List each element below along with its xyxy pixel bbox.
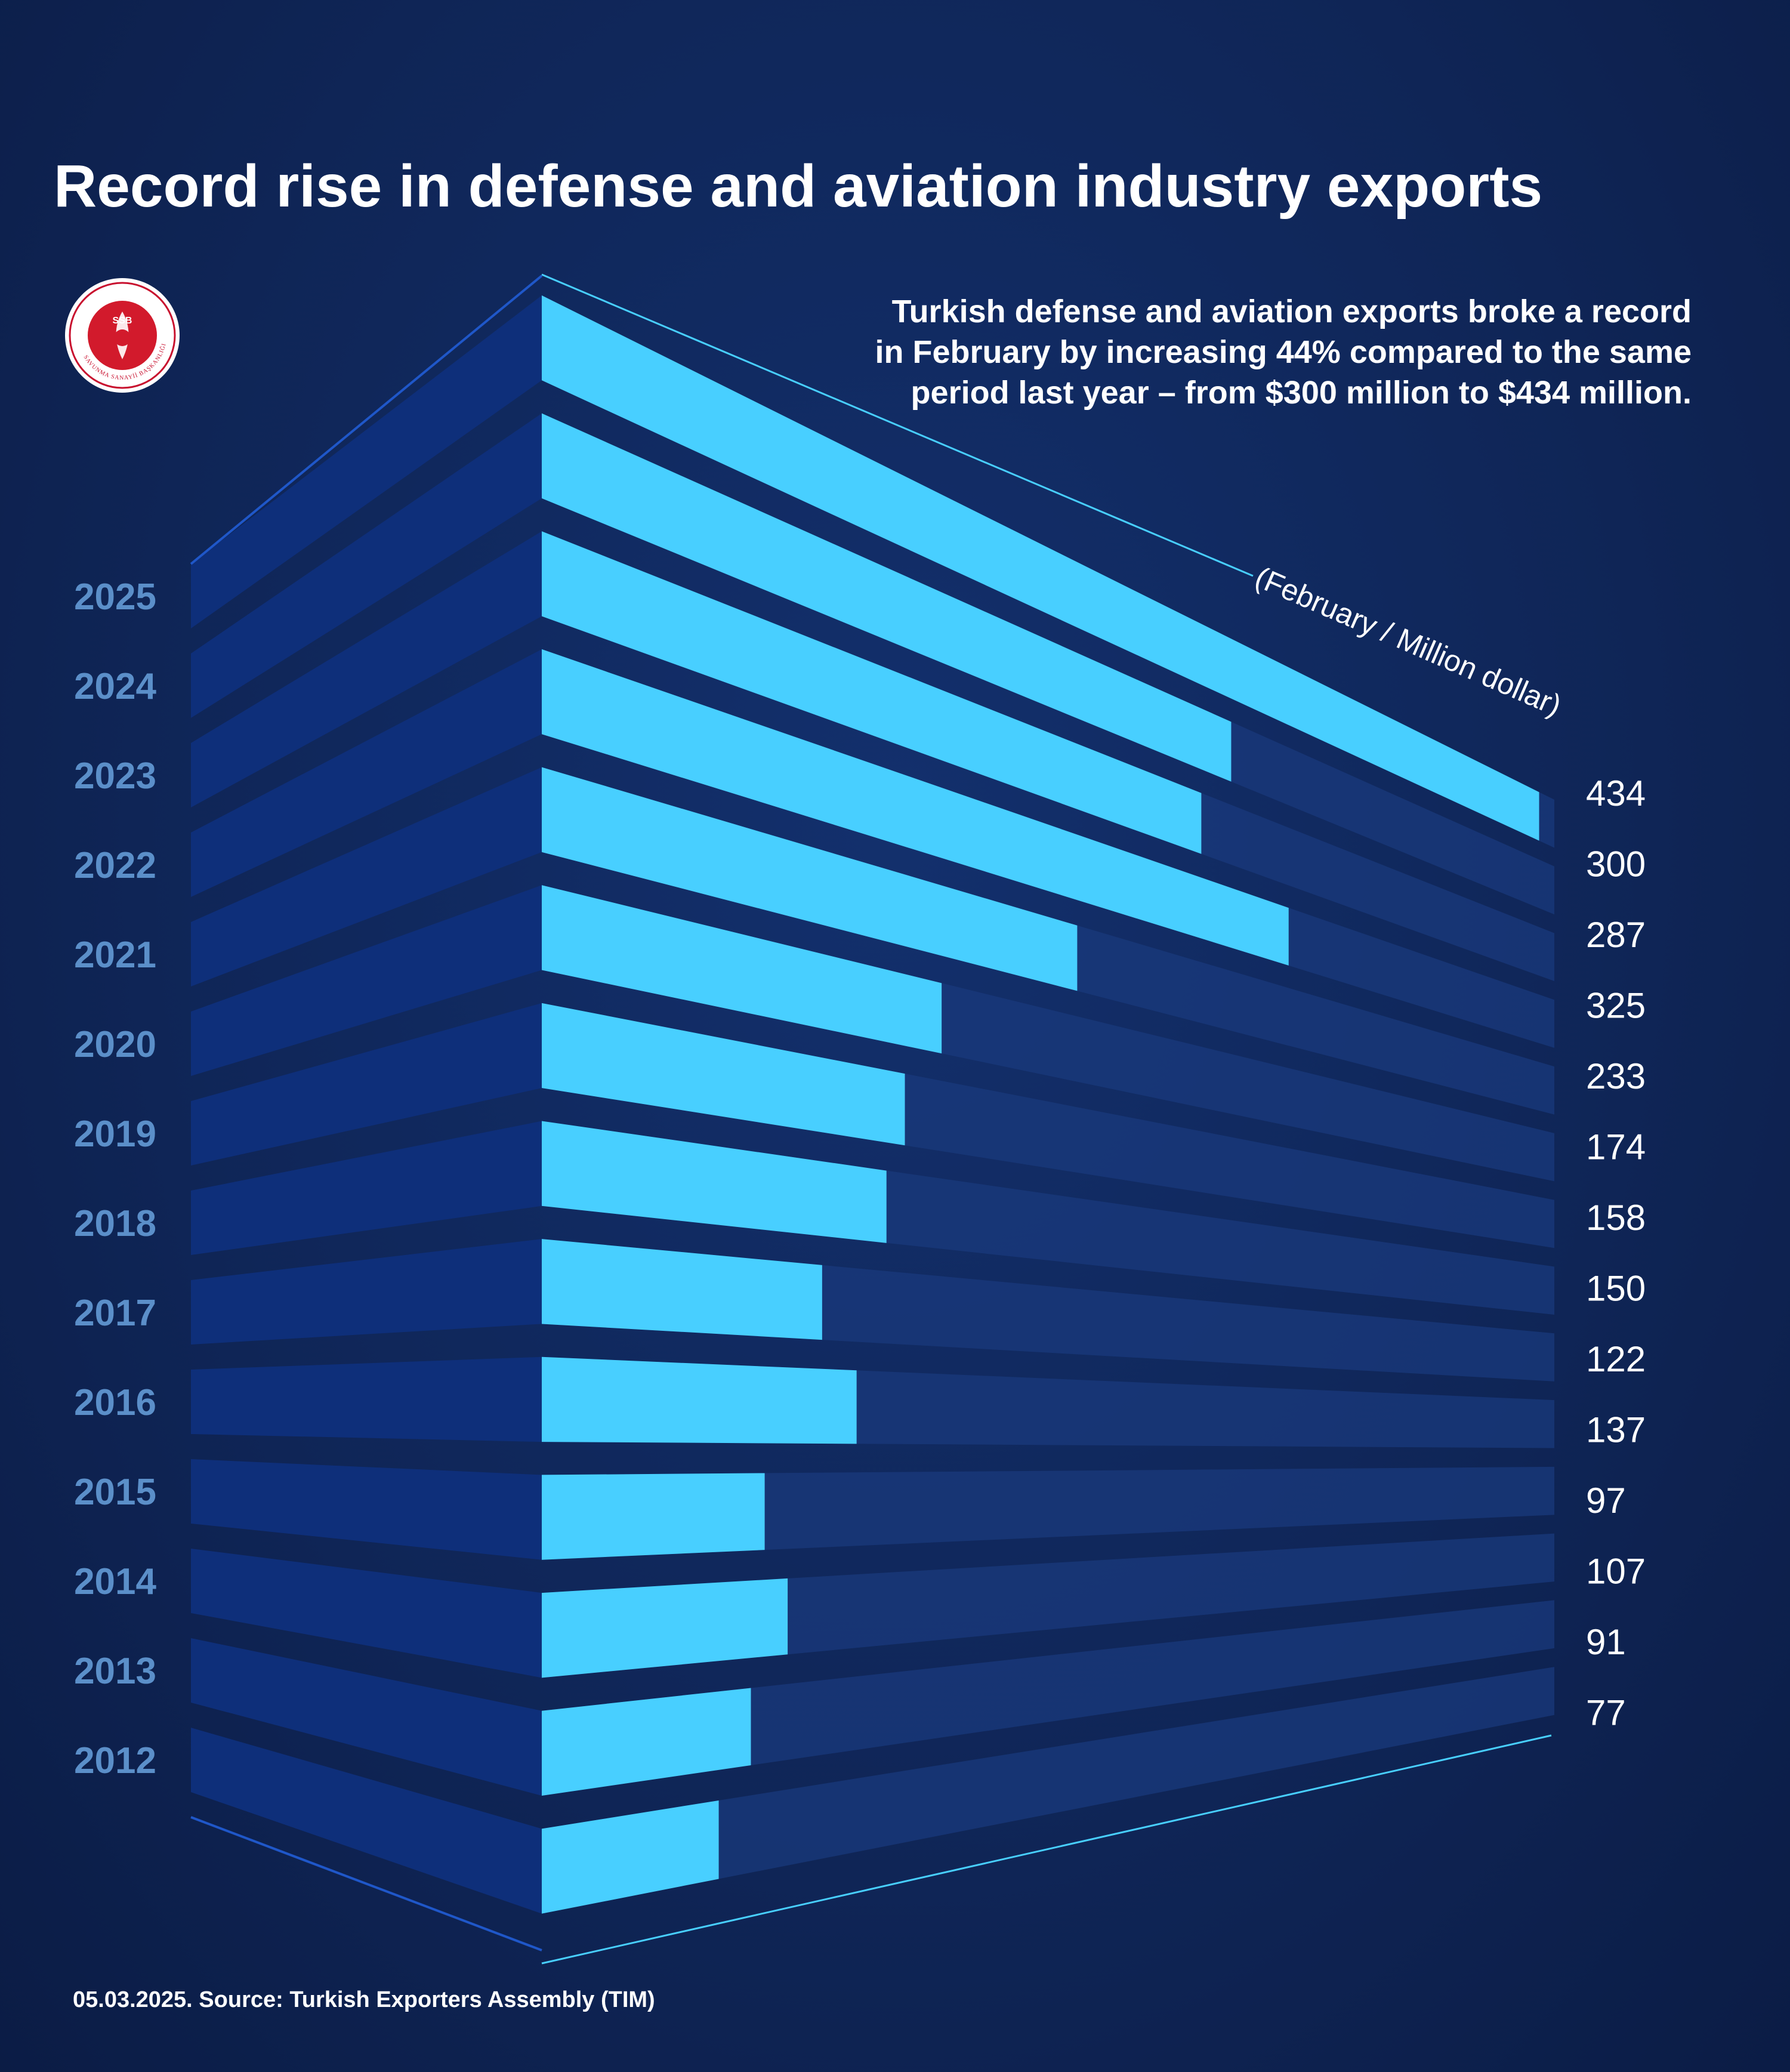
value-label: 150 [1586,1269,1646,1309]
bar-track [542,1600,1554,1796]
value-label: 325 [1586,986,1646,1026]
bar-side-face [191,413,542,718]
year-label: 2021 [74,935,156,976]
value-label: 97 [1586,1481,1626,1521]
year-label: 2014 [74,1561,156,1602]
bar [542,767,1078,991]
bar [542,295,1539,841]
bar [542,1239,822,1340]
bar [542,1473,765,1560]
value-label: 77 [1586,1693,1626,1733]
bar-side-face [191,295,542,628]
bar-side-face [191,1239,542,1345]
bar-side-face [191,1003,542,1166]
bar [542,1578,788,1678]
page-title: Record rise in defense and aviation indu… [54,153,1543,220]
bar-side-face [191,1638,542,1796]
left-top-edge-line [190,275,543,565]
bar [542,1003,905,1146]
bar [542,1121,887,1243]
year-label: 2015 [74,1472,156,1513]
bar-side-face [191,1356,542,1442]
bar [542,1688,751,1796]
bar [542,531,1202,854]
value-label: 300 [1586,844,1646,884]
source-note: 05.03.2025. Source: Turkish Exporters As… [73,1987,655,2012]
year-label: 2024 [74,666,156,707]
value-label: 233 [1586,1056,1646,1096]
bar [542,649,1289,966]
bar [542,885,942,1054]
bar-side-face [191,1121,542,1255]
value-label: 434 [1586,773,1646,813]
logo-label: SSB [113,316,132,326]
subtitle: Turkish defense and aviation exports bro… [875,294,1692,411]
bar [542,413,1232,782]
value-label: 91 [1586,1622,1626,1662]
year-label: 2013 [74,1651,156,1692]
bar-side-face [191,1549,542,1678]
value-label: 287 [1586,915,1646,955]
bar-side-face [191,1728,542,1914]
bar-track [542,1667,1554,1914]
left-bottom-edge-line [190,1816,542,1951]
year-label: 2019 [74,1114,156,1155]
year-label: 2016 [74,1382,156,1423]
bar-side-face [191,885,542,1076]
year-label: 2023 [74,756,156,797]
year-label: 2017 [74,1293,156,1334]
bottom-edge-line [541,1734,1552,1965]
ssb-emblem-icon: SSB SAVUNMA SANAYİİ BAŞKANLIĞI [65,278,180,393]
bar-side-face [191,649,542,897]
top-edge-line [541,273,1254,577]
value-label: 122 [1586,1339,1646,1379]
year-label: 2018 [74,1203,156,1244]
ssb-logo: SSB SAVUNMA SANAYİİ BAŞKANLIĞI [63,276,182,395]
bar [542,1356,857,1444]
year-label: 2020 [74,1024,156,1065]
bar-track [542,1533,1554,1678]
bar [542,1800,719,1914]
value-label: 174 [1586,1127,1646,1167]
value-label: 158 [1586,1198,1646,1238]
bar-side-face [191,767,542,986]
bar-side-face [191,531,542,807]
bar-side-face [191,1459,542,1560]
bar-track [542,1466,1554,1560]
year-label: 2025 [74,576,156,618]
year-label: 2022 [74,845,156,886]
value-label: 137 [1586,1410,1646,1450]
value-label: 107 [1586,1552,1646,1592]
year-label: 2012 [74,1740,156,1781]
